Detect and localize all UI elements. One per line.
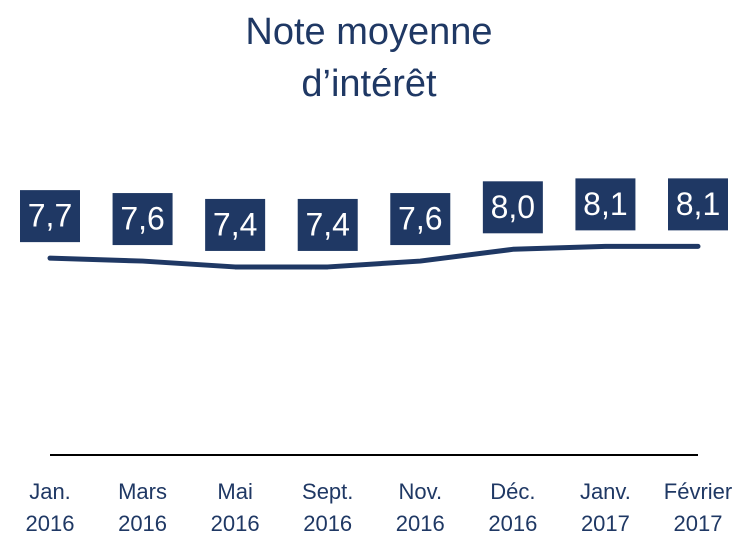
x-tick-label: Jan. 2016 — [25, 479, 75, 536]
value-label: 7,4 — [305, 206, 349, 242]
value-label-box — [20, 190, 80, 243]
value-label: 7,7 — [28, 198, 72, 234]
value-label: 8,1 — [676, 186, 720, 222]
x-tick-label: Sept. 2016 — [302, 479, 354, 536]
x-tick-label: Janv. 2017 — [579, 479, 631, 536]
value-label-box — [205, 198, 266, 251]
x-tick-label: Mai 2016 — [210, 479, 260, 536]
value-label-box — [297, 198, 358, 251]
chart-title: Note moyenne d’intérêt — [245, 11, 493, 105]
value-label-box — [482, 181, 543, 234]
x-tick-label: Déc. 2016 — [488, 479, 538, 536]
value-label-box — [575, 178, 636, 231]
x-tick-label: Mars 2016 — [118, 479, 168, 536]
value-label: 8,1 — [583, 186, 627, 222]
value-label-box — [668, 178, 728, 231]
value-label-box — [112, 193, 173, 246]
line — [47, 243, 701, 270]
value-label: 7,4 — [213, 206, 257, 242]
x-tick-label: Nov. 2016 — [395, 479, 445, 536]
value-label: 8,0 — [491, 189, 535, 225]
x-tick-label: Février 2017 — [663, 479, 733, 536]
value-label: 7,6 — [398, 201, 442, 237]
value-label: 7,6 — [120, 201, 164, 237]
value-label-box — [390, 193, 451, 246]
